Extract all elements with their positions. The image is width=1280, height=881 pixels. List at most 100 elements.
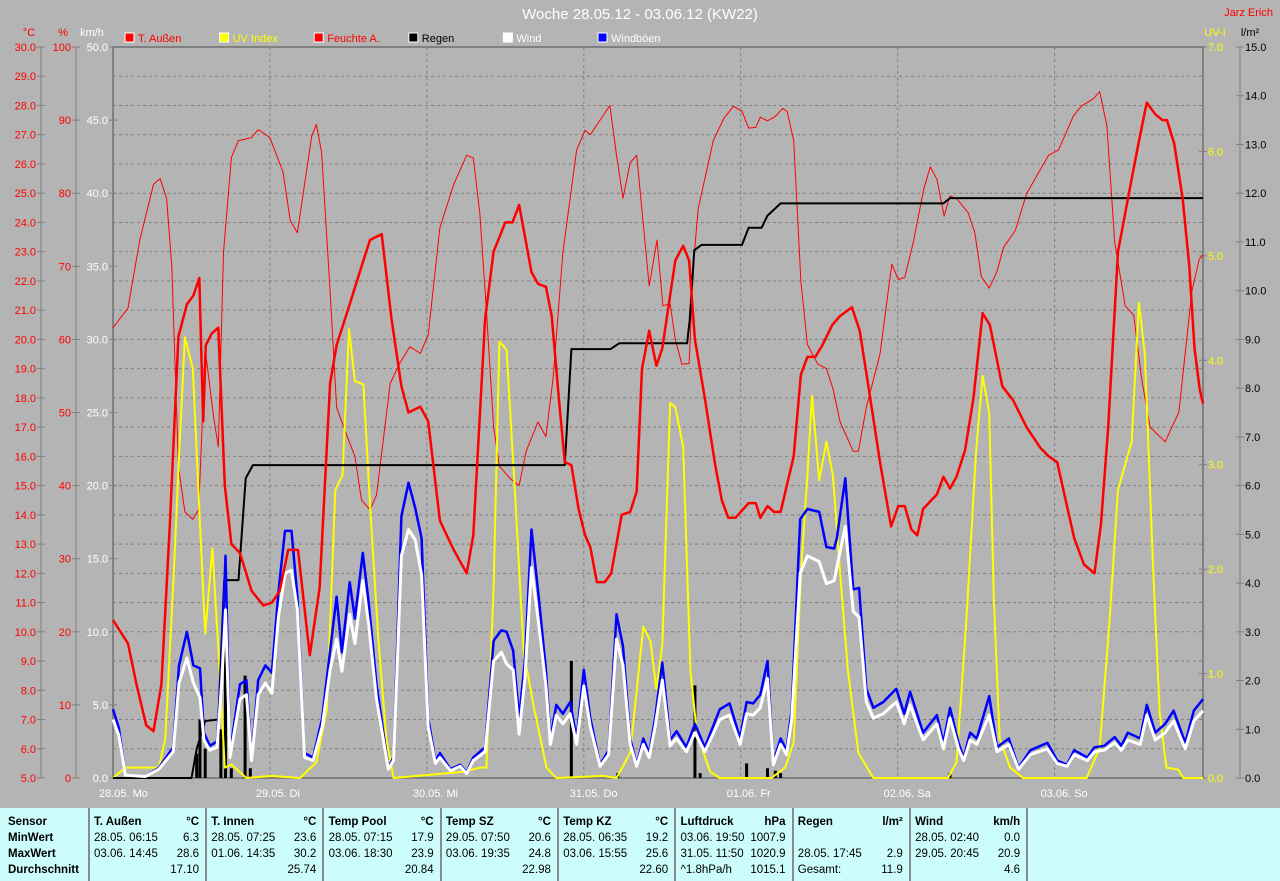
stats-column: Luftdruck hPa 03.06. 19:50 1007.9 31.05. 11:… <box>677 808 794 881</box>
axis-tick-label-temp: 6.0 <box>21 744 36 756</box>
stats-avg: 20.84 <box>404 864 434 876</box>
axis-tick-label-wind: 50.0 <box>87 42 108 54</box>
stats-min-time: 28.05. 06:15 <box>94 832 158 844</box>
axis-tick-label-uv: 1.0 <box>1208 669 1223 681</box>
axis-tick-label-wind: 15.0 <box>87 554 108 566</box>
stats-min: 0.0 <box>1004 832 1021 844</box>
stats-max-time: 03.06. 15:55 <box>563 848 628 860</box>
axis-tick-label-temp: 25.0 <box>15 188 36 200</box>
stats-max: 23.9 <box>411 848 434 860</box>
stats-max-time: 03.06. 14:45 <box>94 848 158 860</box>
legend-label: UV Index <box>233 33 279 45</box>
axis-tick-label-wind: 45.0 <box>87 115 108 127</box>
axis-tick-label-wind: 30.0 <box>87 334 108 346</box>
row-label-max: MaxWert <box>8 848 56 860</box>
axis-tick-label-wind: 25.0 <box>87 408 108 420</box>
legend-label: Windböen <box>611 33 661 45</box>
stats-header: Luftdruck <box>680 816 734 828</box>
axis-tick-label-temp: 30.0 <box>15 42 36 54</box>
axis-tick-label-uv: 0.0 <box>1208 773 1223 785</box>
stats-max: 2.9 <box>886 848 903 860</box>
axis-tick-label-hum: 20 <box>59 627 71 639</box>
axis-tick-label-temp: 5.0 <box>21 773 36 785</box>
axis-tick-label-temp: 26.0 <box>15 159 36 171</box>
stats-min: 20.6 <box>528 832 551 844</box>
stats-column: Temp Pool °C 28.05. 07:15 17.9 03.06. 18:30 2… <box>325 808 442 881</box>
axis-tick-label-uv: 3.0 <box>1208 460 1223 472</box>
stats-avg: 25.74 <box>287 864 317 876</box>
stats-column: Wind km/h 28.05. 02:40 0.0 29.05. 20:45 20.9 4… <box>911 808 1029 881</box>
axis-tick-label-rain: 5.0 <box>1245 529 1260 541</box>
axis-tick-label-temp: 11.0 <box>15 598 36 610</box>
axis-tick-label-temp: 12.0 <box>15 568 36 580</box>
x-tick-label: 30.05. Mi <box>413 788 458 800</box>
legend-swatch <box>219 32 230 43</box>
axis-tick-label-temp: 27.0 <box>15 130 36 142</box>
x-tick-label: 28.05. Mo <box>99 788 148 800</box>
axis-tick-label-rain: 15.0 <box>1245 42 1266 54</box>
statistics-table: Sensor MinWert MaxWert Durchschnitt T. A… <box>0 808 1280 881</box>
stats-unit: km/h <box>993 816 1021 828</box>
author-label: Jarz Erich <box>1224 7 1273 19</box>
stats-avg: 1015.1 <box>750 864 786 876</box>
axis-tick-label-uv: 7.0 <box>1208 42 1223 54</box>
axis-unit-rain: l/m² <box>1241 27 1260 39</box>
stats-header: Wind <box>915 816 944 828</box>
axis-tick-label-temp: 28.0 <box>15 100 36 112</box>
axis-tick-label-rain: 9.0 <box>1245 334 1260 346</box>
axis-tick-label-hum: 100 <box>53 42 71 54</box>
stats-max-time: 03.06. 18:30 <box>328 848 393 860</box>
axis-tick-label-wind: 40.0 <box>87 188 108 200</box>
stats-max-time: 03.06. 19:35 <box>445 848 510 860</box>
axis-tick-label-wind: 35.0 <box>87 261 108 273</box>
stats-avg: 4.6 <box>1004 864 1021 876</box>
series-line-wind <box>111 525 1205 778</box>
stats-header: T. Innen <box>211 816 255 828</box>
axis-tick-label-temp: 24.0 <box>15 217 36 229</box>
weather-chart: Woche 28.05.12 - 03.06.12 (KW22) Jarz Eri… <box>14 6 1273 800</box>
stats-column: T. Innen °C 28.05. 07:25 23.6 01.06. 14:35 30… <box>207 808 325 881</box>
stats-max-time: 01.06. 14:35 <box>211 848 276 860</box>
stats-min-time: 28.05. 02:40 <box>915 832 980 844</box>
stats-min: 1007.9 <box>750 832 786 844</box>
legend-label: Regen <box>422 33 454 45</box>
stats-max-time: 29.05. 20:45 <box>915 848 980 860</box>
stats-avg: 22.98 <box>522 864 551 876</box>
axis-unit-wind: km/h <box>80 27 104 39</box>
stats-min-time: 29.05. 07:50 <box>445 832 510 844</box>
stats-max: 25.6 <box>645 848 669 860</box>
stats-min: 6.3 <box>183 832 199 844</box>
stats-min: 23.6 <box>293 832 317 844</box>
axis-tick-label-hum: 30 <box>59 554 71 566</box>
stats-header: Temp Pool <box>328 816 387 828</box>
axis-tick-label-rain: 13.0 <box>1245 139 1266 151</box>
axis-tick-label-temp: 10.0 <box>15 627 36 639</box>
stats-min-time: 28.05. 06:35 <box>563 832 628 844</box>
stats-max: 28.6 <box>176 848 199 860</box>
axis-tick-label-temp: 15.0 <box>15 481 36 493</box>
legend-swatch <box>408 32 419 43</box>
axis-tick-label-temp: 23.0 <box>15 247 36 259</box>
axis-tick-label-temp: 8.0 <box>21 685 36 697</box>
axis-tick-label-rain: 8.0 <box>1245 383 1260 395</box>
stats-unit: °C <box>186 816 199 828</box>
row-label-sensor: Sensor <box>8 816 47 828</box>
stats-avg-label: ^1.8hPa/h <box>680 864 732 876</box>
axis-tick-label-uv: 4.0 <box>1208 355 1223 367</box>
stats-max-time: 28.05. 17:45 <box>797 848 862 860</box>
stats-header: T. Außen <box>94 816 142 828</box>
axis-tick-label-temp: 21.0 <box>15 305 36 317</box>
axis-unit-uv: UV-I <box>1204 27 1225 39</box>
axis-tick-label-temp: 20.0 <box>15 334 36 346</box>
axis-tick-label-rain: 1.0 <box>1245 724 1260 736</box>
stats-avg: 22.60 <box>639 864 669 876</box>
axis-tick-label-hum: 80 <box>59 188 71 200</box>
stats-unit: °C <box>420 816 434 828</box>
axis-tick-label-rain: 0.0 <box>1245 773 1260 785</box>
chart-title: Woche 28.05.12 - 03.06.12 (KW22) <box>522 6 758 23</box>
axis-tick-label-temp: 29.0 <box>15 71 36 83</box>
stats-max-time: 31.05. 11:50 <box>680 848 744 860</box>
axis-tick-label-temp: 19.0 <box>15 364 36 376</box>
axis-tick-label-temp: 22.0 <box>15 276 36 288</box>
axis-tick-label-uv: 5.0 <box>1208 251 1223 263</box>
